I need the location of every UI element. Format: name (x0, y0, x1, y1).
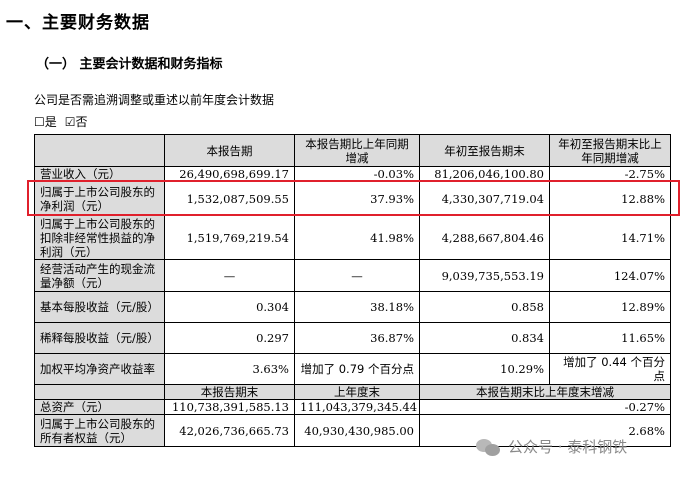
cell-value: 0.858 (419, 291, 550, 323)
header-cell (34, 384, 165, 400)
table-row: 归属于上市公司股东的所有者权益（元） 42,026,736,665.73 40,… (34, 414, 671, 447)
cell-value: 9,039,735,553.19 (419, 259, 550, 292)
table-row: 营业收入（元） 26,490,698,699.17 -0.03% 81,206,… (34, 166, 671, 182)
header-cell: 本报告期末比上年度末增减 (419, 384, 671, 400)
cell-value: 36.87% (294, 322, 420, 354)
option-no-label: 否 (75, 115, 88, 129)
cell-value: 1,519,769,219.54 (164, 215, 295, 260)
watermark-text: 公众号 · 泰科钢铁 (508, 438, 628, 456)
cell-value: 14.71% (549, 215, 671, 260)
restatement-options: ☐是 ☑否 (34, 113, 88, 130)
table-row: 归属于上市公司股东的净利润（元） 1,532,087,509.55 37.93%… (34, 181, 671, 216)
row-label: 归属于上市公司股东的所有者权益（元） (34, 414, 165, 447)
header-cell: 本报告期末 (164, 384, 295, 400)
table-row: 总资产（元） 110,738,391,585.13 111,043,379,34… (34, 399, 671, 415)
cell-value: — (294, 259, 420, 292)
cell-value: 0.297 (164, 322, 295, 354)
header-cell: 本报告期比上年同期增减 (294, 134, 420, 167)
checkbox-unchecked-icon[interactable]: ☐ (34, 115, 45, 129)
row-label: 加权平均净资产收益率 (34, 353, 165, 385)
cell-value: — (164, 259, 295, 292)
section-heading: 一、主要财务数据 (6, 13, 150, 33)
cell-value: 4,288,667,804.46 (419, 215, 550, 260)
cell-value: 增加了 0.79 个百分点 (294, 353, 420, 385)
table-row: 基本每股收益（元/股） 0.304 38.18% 0.858 12.89% (34, 291, 671, 323)
table-header-row: 本报告期 本报告期比上年同期增减 年初至报告期末 年初至报告期末比上年同期增减 (34, 134, 671, 167)
cell-value: 3.63% (164, 353, 295, 385)
table-row: 稀释每股收益（元/股） 0.297 36.87% 0.834 11.65% (34, 322, 671, 354)
cell-value: 增加了 0.44 个百分点 (549, 353, 671, 385)
cell-value: -0.27% (419, 399, 671, 415)
table-header-row: 本报告期末 上年度末 本报告期末比上年度末增减 (34, 384, 671, 400)
cell-value: -2.75% (549, 166, 671, 182)
cell-value: 0.834 (419, 322, 550, 354)
cell-value: 10.29% (419, 353, 550, 385)
header-cell (34, 134, 165, 167)
cell-value: 2.68% (419, 414, 671, 447)
cell-value: 12.88% (549, 181, 671, 216)
checkbox-checked-icon[interactable]: ☑ (64, 115, 76, 129)
cell-value: 40,930,430,985.00 (294, 414, 420, 447)
cell-value: 38.18% (294, 291, 420, 323)
row-label: 总资产（元） (34, 399, 165, 415)
cell-value: 11.65% (549, 322, 671, 354)
header-cell: 上年度末 (294, 384, 420, 400)
row-label: 归属于上市公司股东的扣除非经常性损益的净利润（元） (34, 215, 165, 260)
cell-value: 110,738,391,585.13 (164, 399, 295, 415)
row-label: 稀释每股收益（元/股） (34, 322, 165, 354)
table-row: 加权平均净资产收益率 3.63% 增加了 0.79 个百分点 10.29% 增加… (34, 353, 671, 385)
cell-value: 111,043,379,345.44 (294, 399, 420, 415)
cell-value: 37.93% (294, 181, 420, 216)
sub-heading: （一） 主要会计数据和财务指标 (36, 57, 223, 72)
row-label: 经营活动产生的现金流量净额（元） (34, 259, 165, 292)
restatement-question: 公司是否需追溯调整或重述以前年度会计数据 (34, 93, 275, 107)
option-yes-label: 是 (44, 115, 57, 129)
watermark: 公众号 · 泰科钢铁 (476, 436, 627, 457)
row-label: 营业收入（元） (34, 166, 165, 182)
cell-value: 1,532,087,509.55 (164, 181, 295, 216)
table-row: 归属于上市公司股东的扣除非经常性损益的净利润（元） 1,519,769,219.… (34, 215, 671, 260)
table-row: 经营活动产生的现金流量净额（元） — — 9,039,735,553.19 12… (34, 259, 671, 292)
cell-value: 42,026,736,665.73 (164, 414, 295, 447)
header-cell: 年初至报告期末比上年同期增减 (549, 134, 671, 167)
highlight-box (27, 180, 680, 216)
wechat-icon (476, 437, 502, 457)
cell-value: 124.07% (549, 259, 671, 292)
cell-value: 41.98% (294, 215, 420, 260)
header-cell: 本报告期 (164, 134, 295, 167)
cell-value: 12.89% (549, 291, 671, 323)
financial-data-table: 本报告期 本报告期比上年同期增减 年初至报告期末 年初至报告期末比上年同期增减 … (34, 134, 671, 447)
row-label: 归属于上市公司股东的净利润（元） (34, 181, 165, 216)
cell-value: 0.304 (164, 291, 295, 323)
header-cell: 年初至报告期末 (419, 134, 550, 167)
row-label: 基本每股收益（元/股） (34, 291, 165, 323)
